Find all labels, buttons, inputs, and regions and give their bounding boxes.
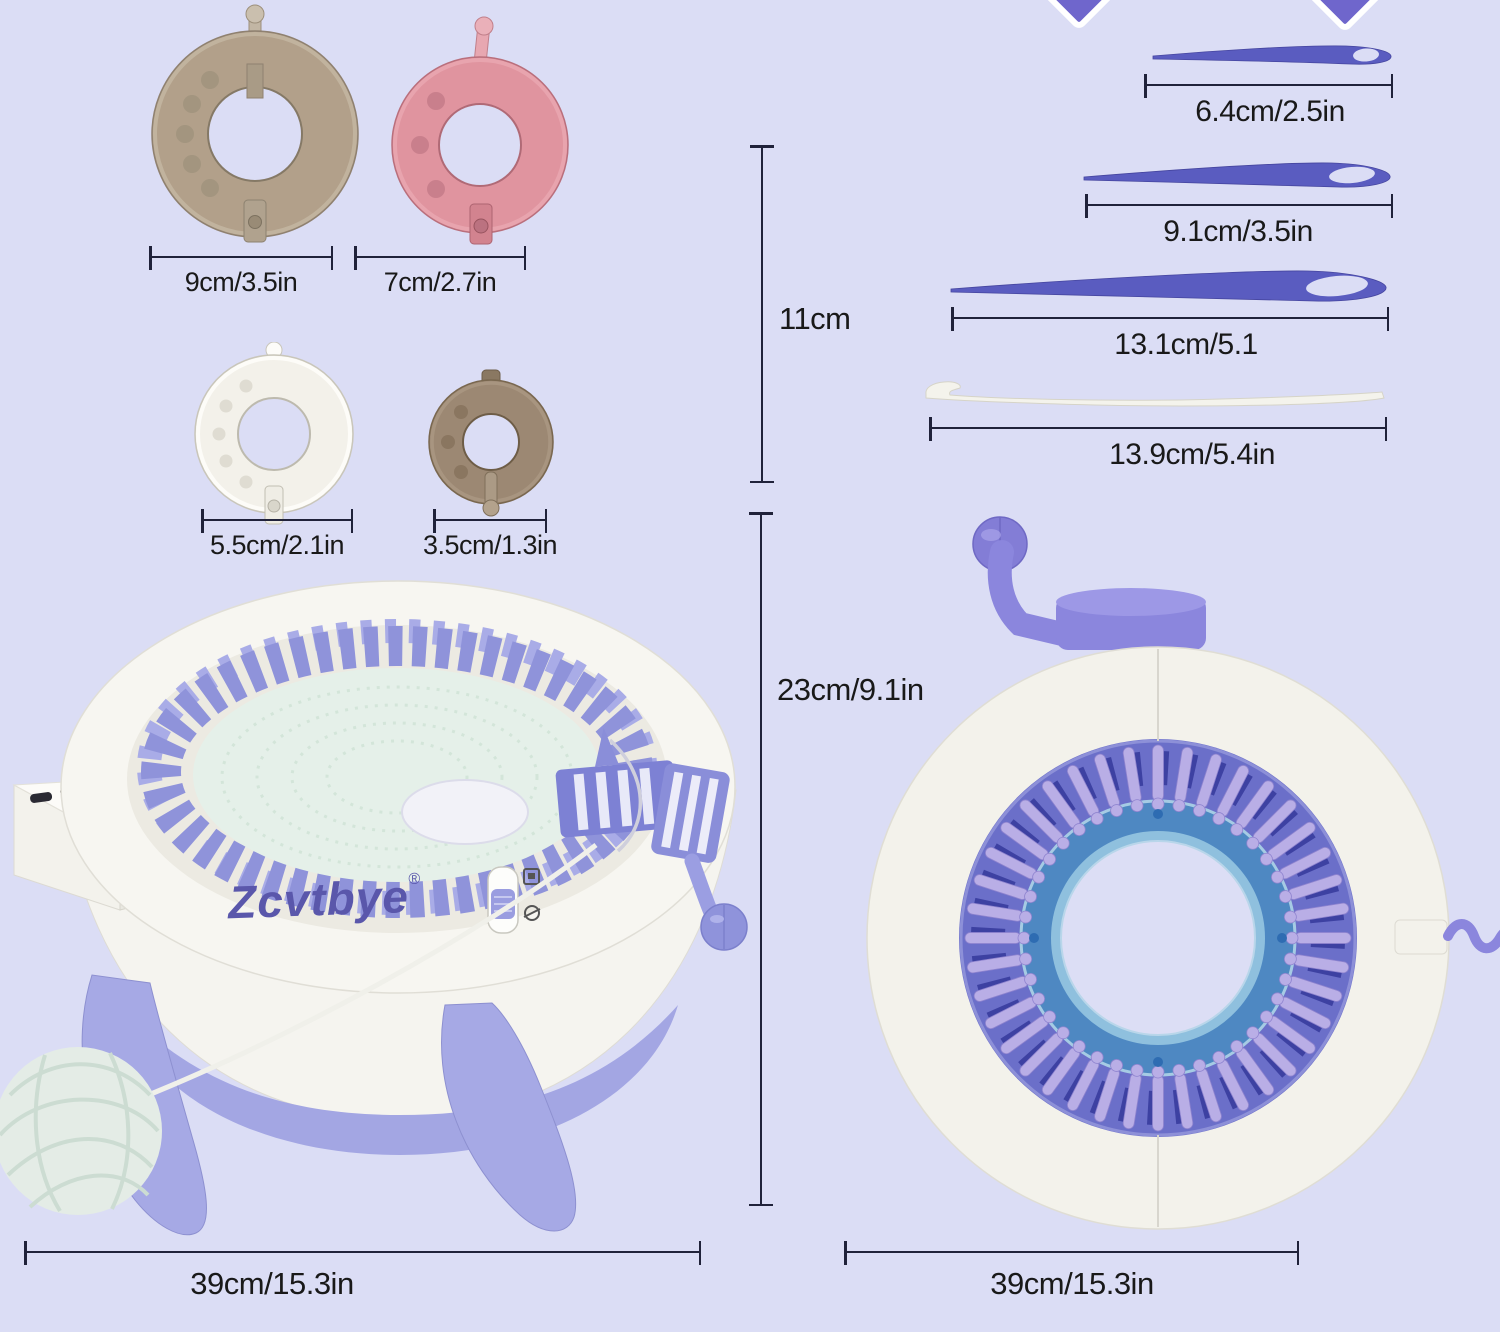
crank-housing [651,763,730,863]
machine-height-label: 23cm/9.1in [777,672,924,707]
yarn-feeder [555,727,679,838]
needle-small-size-label: 6.4cm/2.5in [1195,95,1345,128]
dimension-line-accessories-height [750,145,774,483]
brand-logo: Zcvtbye® [227,869,422,930]
dimension-line-needle-medium [1085,194,1393,218]
disc-medium-size-label: 7cm/2.7in [383,267,497,297]
top-decoration-icon [1040,0,1118,32]
machine-leg-right [441,1002,577,1232]
pom-pom-maker-medium-pink [391,16,569,245]
disc-large-size-label: 9cm/3.5in [184,267,298,297]
disc-small-size-label: 5.5cm/2.1in [209,530,345,560]
dimension-line-disc-small [201,509,353,533]
dimension-line-needle-small [1144,74,1393,98]
top-view-yarn-guide [1394,919,1500,955]
knitting-machine-side-view [0,580,748,1236]
yarn-strand [117,843,598,1110]
brand-name: Zcvtbye [227,870,410,929]
needle-large-size-label: 13.1cm/5.1 [1114,328,1258,361]
accessories-height-label: 11cm [779,301,851,336]
dimension-line-disc-large [149,246,333,270]
fabric-center-hole [401,779,529,845]
flat-mode-icon [524,905,540,921]
tube-mode-icon [523,868,540,885]
dimension-line-needle-large [951,307,1389,331]
registered-mark: ® [407,870,422,889]
crochet-hook-size-label: 13.9cm/5.4in [1109,438,1275,471]
dimension-line-machine-width [24,1241,701,1265]
top-view-crank [972,516,1206,650]
disc-mini-size-label: 3.5cm/1.3in [422,530,558,560]
pom-pom-maker-large-tan [151,4,359,243]
dimension-line-crochet-hook [929,417,1387,441]
machine-width-label: 39cm/15.3in [190,1266,354,1301]
yarn-ball [0,1047,162,1215]
yarn-needle-medium [1083,162,1391,188]
crochet-hook [925,381,1385,407]
dimension-line-top-view-width [844,1241,1299,1265]
yarn-needle-large [950,270,1387,302]
top-decoration-icon [1306,0,1384,34]
needle-medium-size-label: 9.1cm/3.5in [1163,215,1313,248]
yarn-needle-small [1152,45,1392,65]
top-view-width-label: 39cm/15.3in [990,1266,1154,1301]
dimension-line-disc-mini [433,509,547,533]
pom-pom-maker-mini-brown [428,369,554,517]
pom-pom-maker-small-white [194,342,354,525]
knitting-machine-top-view [866,516,1500,1230]
dimension-line-machine-height [749,512,773,1206]
dimension-line-disc-medium [354,246,526,270]
